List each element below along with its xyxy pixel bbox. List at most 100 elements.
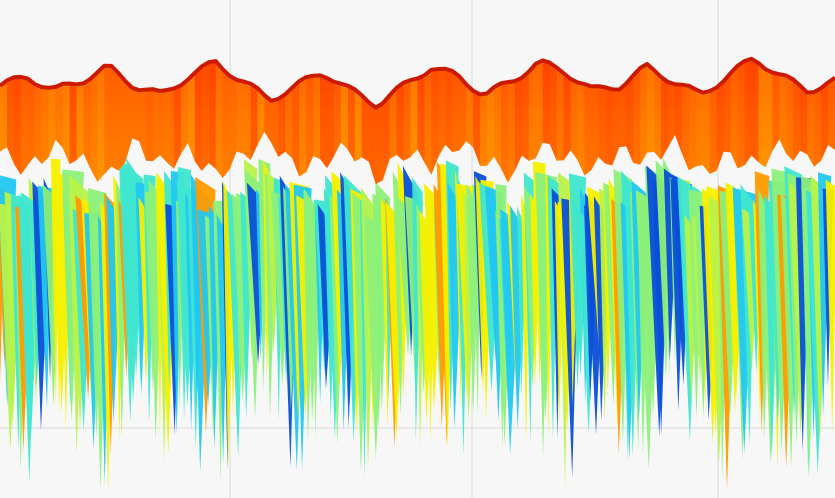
band-stripe — [327, 78, 334, 169]
band-stripe — [111, 65, 119, 171]
band-stripe — [730, 65, 738, 169]
band-stripe — [584, 84, 592, 176]
band-stripe — [466, 84, 474, 148]
band-stripe — [549, 62, 557, 161]
band-stripe — [661, 76, 668, 160]
band-stripe — [236, 79, 244, 154]
band-stripe — [180, 79, 188, 154]
band-stripe — [563, 73, 571, 161]
surface-top-band — [0, 56, 835, 185]
band-stripe — [229, 75, 237, 170]
band-stripe — [751, 58, 759, 163]
band-stripe — [132, 87, 140, 142]
band-stripe — [222, 69, 230, 178]
band-stripe — [591, 86, 599, 170]
band-stripe — [187, 72, 195, 162]
band-stripe — [118, 72, 126, 171]
band-stripe — [375, 103, 383, 185]
band-stripe — [514, 77, 522, 171]
band-stripe — [695, 89, 703, 167]
band-stripe — [264, 95, 272, 143]
band-stripe — [250, 83, 258, 161]
band-stripe — [0, 80, 7, 152]
band-stripe — [612, 89, 620, 166]
band-stripe — [194, 66, 202, 171]
band-stripe — [83, 78, 91, 169]
band-stripe — [716, 81, 724, 171]
band-stripe — [76, 83, 84, 161]
band-stripe — [570, 78, 578, 161]
band-stripe — [299, 77, 307, 177]
band-stripe — [779, 74, 787, 154]
band-stripe — [271, 98, 279, 157]
band-stripe — [452, 70, 460, 152]
band-stripe — [633, 68, 641, 165]
band-stripe — [160, 90, 167, 163]
band-stripe — [535, 60, 543, 159]
band-stripe — [619, 83, 627, 148]
band-stripe — [605, 87, 613, 166]
band-stripe — [487, 87, 495, 166]
band-stripe — [334, 81, 341, 157]
band-stripe — [90, 72, 98, 182]
band-stripe — [807, 92, 815, 167]
band-stripe — [438, 68, 446, 157]
band-stripe — [48, 86, 56, 158]
band-stripe — [313, 75, 321, 159]
band-stripe — [542, 60, 550, 145]
band-stripe — [278, 94, 286, 157]
band-stripe — [347, 85, 355, 162]
band-stripe — [654, 70, 662, 160]
band-stripe — [354, 89, 362, 162]
band-stripe — [800, 85, 808, 155]
band-stripe — [473, 90, 481, 166]
band-stripe — [208, 61, 216, 169]
band-stripe — [62, 83, 70, 165]
band-stripe — [55, 83, 63, 148]
band-stripe — [97, 65, 105, 182]
band-stripe — [521, 71, 529, 161]
band-stripe — [723, 73, 731, 153]
band-stripe — [146, 89, 154, 162]
band-stripe — [737, 61, 745, 169]
band-stripe — [640, 63, 648, 165]
band-stripe — [389, 87, 397, 159]
band-stripe — [528, 63, 536, 161]
band-stripe — [828, 77, 835, 150]
band-stripe — [681, 84, 689, 171]
surface-spike — [825, 179, 835, 433]
band-stripe — [821, 82, 829, 161]
band-stripe — [20, 76, 28, 175]
band-stripe — [577, 82, 585, 176]
band-stripe — [125, 80, 133, 163]
band-stripe — [501, 82, 508, 183]
band-stripe — [292, 81, 300, 177]
band-stripe — [744, 58, 752, 166]
band-stripe — [480, 93, 488, 166]
band-stripe — [647, 63, 655, 153]
band-stripe — [285, 87, 293, 159]
band-stripe — [459, 76, 467, 151]
band-stripe — [167, 88, 174, 169]
band-stripe — [702, 91, 710, 174]
band-stripe — [424, 69, 432, 175]
band-stripe — [494, 83, 501, 169]
band-stripe — [243, 81, 251, 161]
band-stripe — [556, 67, 564, 161]
band-stripe — [361, 95, 369, 162]
band-stripe — [257, 88, 265, 146]
band-stripe — [215, 61, 223, 178]
band-stripe — [626, 75, 634, 163]
band-stripe — [368, 102, 376, 185]
band-stripe — [153, 89, 161, 162]
band-stripe — [709, 87, 717, 174]
band-stripe — [814, 88, 822, 167]
band-stripe — [793, 79, 801, 162]
band-stripe — [69, 83, 77, 165]
band-stripe — [668, 82, 675, 148]
top-ridge-line — [0, 56, 835, 110]
band-stripe — [6, 77, 14, 164]
band-stripe — [417, 75, 425, 163]
band-stripe — [27, 78, 35, 165]
